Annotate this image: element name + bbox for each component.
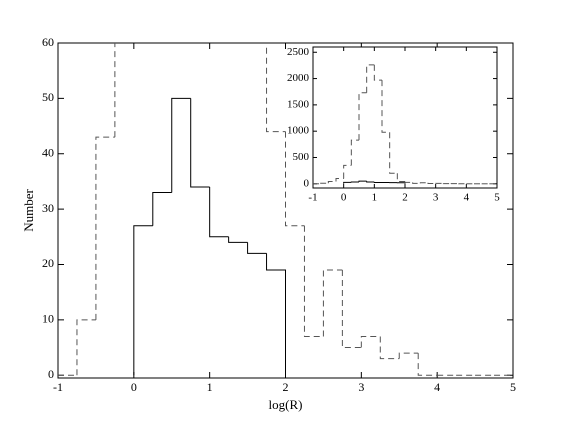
x-tick-label: 3 (433, 192, 439, 204)
y-tick-label: 20 (42, 256, 54, 270)
plot-area (313, 64, 497, 185)
x-tick-label: 4 (434, 380, 440, 394)
histogram-bin (171, 97, 191, 193)
histogram-bin (350, 139, 359, 166)
histogram-bin (228, 236, 248, 243)
histogram-bin (381, 80, 390, 133)
y-tick-label: 50 (42, 90, 54, 104)
y-tick-label: 500 (293, 151, 310, 163)
histogram-bin (320, 182, 329, 184)
y-tick-label: 1000 (287, 125, 310, 137)
histogram-bin (322, 269, 343, 337)
y-tick-label: 2000 (287, 72, 310, 84)
histogram-bin (266, 253, 286, 376)
histogram-bin (95, 136, 115, 320)
histogram-bin (266, 43, 286, 133)
histogram-bin (396, 182, 406, 184)
y-tick-label: 0 (48, 367, 54, 381)
histogram-bin (398, 352, 419, 359)
histogram-bin (404, 181, 413, 183)
histogram-bin (209, 186, 229, 238)
histogram-bin (285, 131, 305, 227)
y-tick-label: 1500 (287, 98, 310, 110)
y-tick-label: 0 (304, 177, 310, 189)
histogram-bin (373, 64, 382, 81)
y-tick-label: 60 (42, 35, 54, 49)
x-tick-label: 5 (494, 192, 500, 204)
histogram-bin (417, 353, 438, 376)
histogram-bin (389, 132, 398, 174)
histogram-bin (327, 181, 336, 184)
x-tick-label: 2 (402, 192, 408, 204)
x-tick-label: 1 (207, 380, 213, 394)
y-tick-label: 10 (42, 312, 54, 326)
x-tick-label: 4 (464, 192, 470, 204)
histogram-bin (341, 270, 362, 349)
x-tick-label: 0 (131, 380, 137, 394)
histogram-bin (114, 43, 116, 138)
histogram-bin (343, 181, 352, 184)
histogram-bin (335, 178, 344, 182)
inset-background (313, 47, 497, 188)
histogram-bin (427, 182, 436, 185)
y-tick-label: 30 (42, 201, 54, 215)
y-axis-label: Number (21, 189, 36, 232)
x-tick-label: -1 (308, 192, 317, 204)
histogram-bin (152, 192, 172, 226)
histogram-bin (133, 225, 153, 376)
x-tick-label: 1 (372, 192, 378, 204)
y-tick-label: 40 (42, 145, 54, 159)
x-tick-label: 0 (341, 192, 347, 204)
histogram-bin (360, 335, 381, 348)
histogram-bin (190, 98, 210, 188)
y-tick-label: 2500 (287, 46, 310, 58)
histogram-bin (343, 164, 352, 179)
x-tick-label: 5 (510, 380, 516, 394)
histogram-bin (379, 336, 400, 360)
histogram-bin (366, 64, 375, 93)
histogram-bin (247, 242, 267, 254)
histogram-bin (358, 180, 367, 183)
histogram-bin (303, 225, 324, 337)
histogram-bin (419, 182, 428, 184)
x-tick-label: 3 (358, 380, 364, 394)
histogram-bin (76, 319, 96, 376)
histogram-bin (358, 92, 367, 141)
x-axis-label: log(R) (269, 397, 303, 412)
plot-area (58, 43, 513, 376)
x-tick-label: 2 (283, 380, 289, 394)
histogram-bin (412, 182, 421, 184)
x-tick-label: -1 (53, 380, 63, 394)
histogram-bin (366, 181, 375, 183)
histogram-bin (396, 173, 405, 182)
